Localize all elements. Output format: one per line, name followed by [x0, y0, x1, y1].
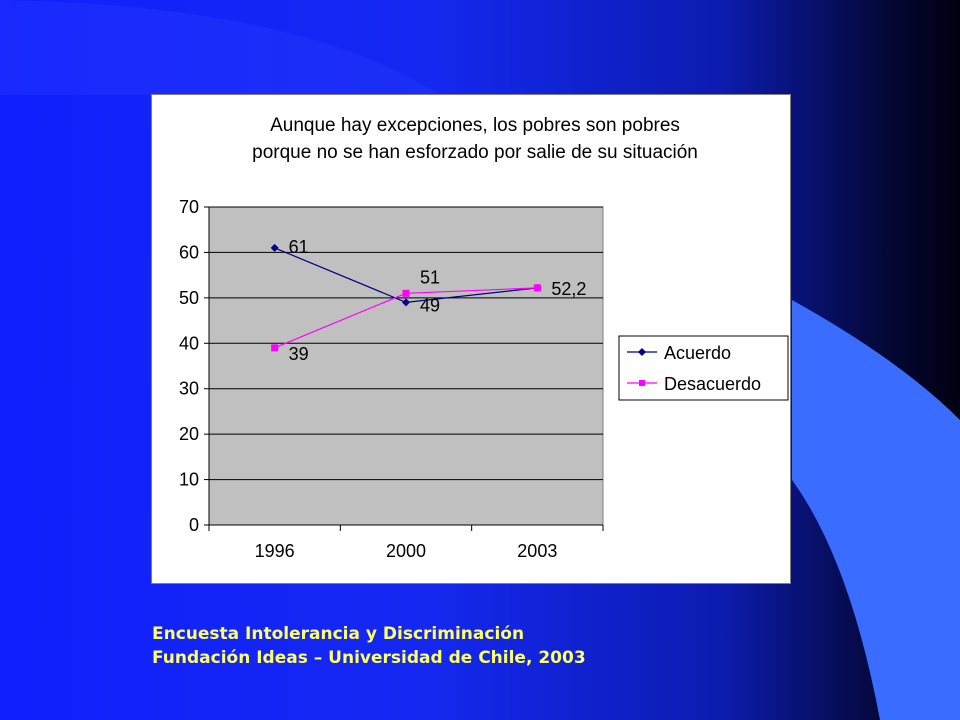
legend-box — [618, 335, 789, 401]
data-label-desacuerdo: 51 — [420, 267, 440, 287]
legend-item-desacuerdo: Desacuerdo — [627, 374, 761, 394]
source-footer: Encuesta Intolerancia y Discriminación F… — [152, 622, 586, 670]
chart-title-line-1: Aunque hay excepciones, los pobres son p… — [270, 115, 680, 136]
chart-title-line-2: porque no se han esforzado por salie de … — [252, 142, 698, 163]
x-tick-label: 2000 — [386, 541, 426, 561]
data-point-desacuerdo — [271, 344, 279, 352]
data-point-desacuerdo — [533, 284, 541, 292]
y-tick-label: 70 — [179, 197, 199, 217]
y-tick-label: 10 — [179, 470, 199, 490]
x-tick-label: 1996 — [255, 541, 295, 561]
legend-marker-square — [639, 380, 645, 386]
footer-line-institution: Fundación Ideas – Universidad de Chile, … — [152, 648, 586, 668]
plot-background — [208, 206, 604, 526]
data-label-desacuerdo: 39 — [289, 344, 309, 364]
data-point-desacuerdo — [402, 289, 410, 297]
data-label-acuerdo: 49 — [420, 295, 440, 315]
y-tick-label: 30 — [179, 379, 199, 399]
legend: Acuerdo Desacuerdo — [618, 335, 789, 401]
y-tick-label: 60 — [179, 242, 199, 262]
line-chart: Aunque hay excepciones, los pobres son p… — [179, 115, 789, 561]
background-swoosh — [792, 300, 960, 720]
plot-area — [208, 206, 604, 526]
chart-area: Aunque hay excepciones, los pobres son p… — [151, 94, 791, 584]
legend-label-desacuerdo: Desacuerdo — [664, 374, 761, 394]
legend-label-acuerdo: Acuerdo — [664, 343, 731, 363]
y-tick-label: 40 — [179, 333, 199, 353]
legend-item-acuerdo: Acuerdo — [627, 343, 731, 363]
data-label-acuerdo: 52,2 — [551, 279, 586, 299]
axes: 0 10 20 30 40 50 60 70 1996 2000 2003 — [179, 197, 604, 561]
y-tick-label: 50 — [179, 288, 199, 308]
data-label-acuerdo: 61 — [289, 237, 309, 257]
series-lines — [270, 243, 542, 352]
data-point-acuerdo — [402, 298, 410, 307]
background-arc — [0, 0, 440, 95]
y-tick-label: 0 — [189, 515, 199, 535]
y-tick-label: 20 — [179, 424, 199, 444]
legend-marker-diamond — [638, 348, 646, 356]
data-labels: 61 49 52,2 39 51 — [289, 237, 587, 364]
footer-line-survey: Encuesta Intolerancia y Discriminación — [152, 624, 525, 644]
x-tick-label: 2003 — [517, 541, 557, 561]
data-point-acuerdo — [270, 243, 279, 252]
